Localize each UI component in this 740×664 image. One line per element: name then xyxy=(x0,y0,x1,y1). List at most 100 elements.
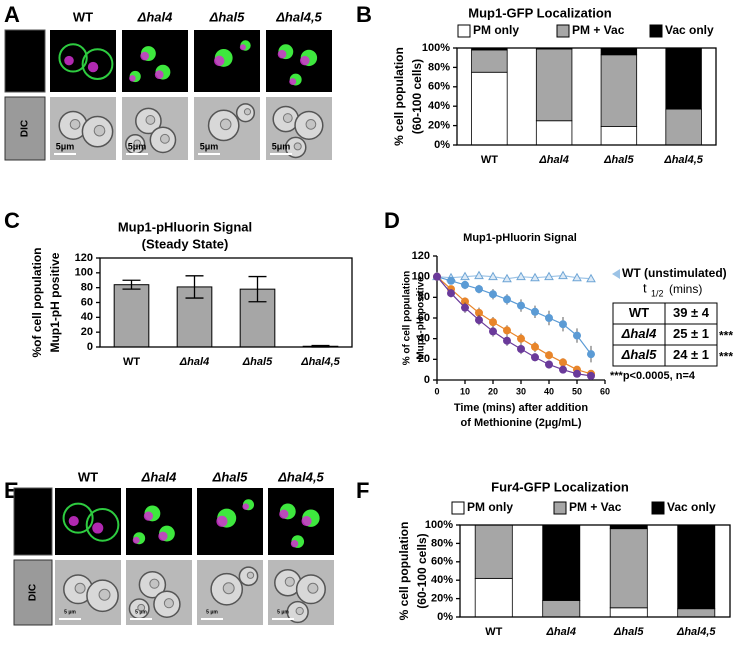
y-tick-label: 80 xyxy=(418,291,430,303)
data-point xyxy=(461,297,469,306)
x-tick-label: Δhal5 xyxy=(242,356,273,368)
y-tick-label: 20 xyxy=(81,326,93,338)
column-label: Δhal4 xyxy=(141,469,178,484)
y-tick-label: 120 xyxy=(75,252,93,264)
x-tick-label: WT xyxy=(485,626,502,638)
data-point xyxy=(531,353,539,362)
x-tick-label: 30 xyxy=(516,386,526,396)
data-point xyxy=(531,342,539,351)
y-tick-label: 20% xyxy=(431,593,453,605)
scale-bar-label: 5μm xyxy=(200,141,219,151)
dic-vacuole xyxy=(243,108,252,116)
legend-swatch xyxy=(457,24,471,38)
legend-label: PM + Vac xyxy=(569,500,622,514)
y-tick-label: 120 xyxy=(412,250,430,262)
x-tick-label: Δhal5 xyxy=(603,154,634,166)
y-tick-label: 20 xyxy=(418,353,430,365)
y-axis-label: (60-100 cells) xyxy=(415,533,429,608)
series-line xyxy=(436,275,592,280)
cell-membrane xyxy=(81,48,114,80)
data-point xyxy=(433,272,441,281)
y-axis-label: % of cell population xyxy=(402,271,413,365)
column-label: WT xyxy=(78,469,98,484)
x-tick-label: Δhal4 xyxy=(179,356,209,368)
dic-vacuole xyxy=(69,118,81,130)
x-axis-label: Time (mins) after addition xyxy=(454,402,589,414)
fluorescence-image xyxy=(122,30,188,92)
data-point xyxy=(559,358,567,367)
bar-segment xyxy=(677,524,716,610)
dic-vacuole xyxy=(305,118,317,130)
bar-segment xyxy=(542,600,581,618)
legend-swatch xyxy=(553,501,567,515)
vacuole-mars xyxy=(214,55,225,67)
chart-title: Mup1-GFP Localization xyxy=(468,5,612,20)
y-axis-label: Mup1-pH positive xyxy=(48,252,62,352)
bar-segment xyxy=(665,47,702,110)
dic-vacuole xyxy=(219,118,232,131)
cell-membrane xyxy=(85,508,120,542)
cell-membrane xyxy=(58,43,88,73)
axes xyxy=(436,256,605,381)
vacuole-mars xyxy=(216,515,228,527)
dic-box xyxy=(4,96,46,161)
data-point xyxy=(530,272,540,282)
y-tick-label: 80% xyxy=(431,537,453,549)
y-tick-label: 60 xyxy=(418,312,430,324)
fluorescence-image xyxy=(126,488,192,555)
x-tick-label: 50 xyxy=(572,386,582,396)
bar-segment xyxy=(600,54,638,127)
data-point xyxy=(489,290,497,299)
x-tick-label: Δhal5 xyxy=(613,626,644,638)
data-point xyxy=(558,270,568,280)
data-point xyxy=(447,289,455,298)
y-tick-label: 60% xyxy=(428,81,450,93)
data-point xyxy=(572,272,582,282)
bar-segment xyxy=(535,48,573,122)
data-point xyxy=(475,316,483,325)
x-tick-label: Δhal4,5 xyxy=(300,356,340,368)
dic-label: DIC xyxy=(20,120,31,137)
dic-vacuole xyxy=(163,598,174,609)
data-point xyxy=(544,271,554,281)
table-header-unit: (mins) xyxy=(669,282,702,296)
y-tick-label: 0% xyxy=(434,139,450,151)
legend-label: Vac only xyxy=(665,23,714,37)
dic-vacuole xyxy=(282,113,293,123)
column-label: Δhal4,5 xyxy=(277,469,324,484)
y-tick-label: 100 xyxy=(75,267,93,279)
channel-label: Fur4-GFP xyxy=(21,498,32,544)
data-point xyxy=(573,331,581,340)
vacuole-mars xyxy=(132,536,140,544)
data-point xyxy=(573,369,581,378)
bar-segment xyxy=(471,71,508,146)
bar-segment xyxy=(474,577,513,618)
table-row-name: Δhal4 xyxy=(621,326,658,341)
bar-segment xyxy=(600,47,638,56)
data-point xyxy=(517,345,525,353)
data-point xyxy=(461,303,469,312)
dic-vacuole xyxy=(98,588,111,601)
table-footnote: ***p<0.0005, n=4 xyxy=(610,370,696,382)
chart-title: Mup1-pHluorin Signal xyxy=(118,219,252,234)
data-point xyxy=(502,273,512,283)
column-label: WT xyxy=(73,9,93,24)
channel-label: Mup1-GFP xyxy=(12,36,23,86)
plot-frame xyxy=(456,47,717,146)
plot-frame xyxy=(459,524,731,618)
vacuole-mars xyxy=(158,531,168,541)
y-tick-label: 100% xyxy=(422,42,450,54)
scale-bar-label: 5 μm xyxy=(206,609,218,615)
panel-letter: C xyxy=(4,208,20,233)
dic-vacuole xyxy=(295,606,304,616)
dic-label: DIC xyxy=(28,584,39,601)
y-tick-label: 0 xyxy=(87,341,93,353)
significance: *** xyxy=(719,350,733,364)
column-label: Δhal5 xyxy=(209,9,246,24)
cell-membrane xyxy=(62,502,94,534)
panel-letter: D xyxy=(384,208,400,233)
data-point xyxy=(516,271,526,281)
y-tick-label: 40% xyxy=(431,574,453,586)
data-point xyxy=(545,360,553,369)
vacuole-mars xyxy=(290,540,299,548)
